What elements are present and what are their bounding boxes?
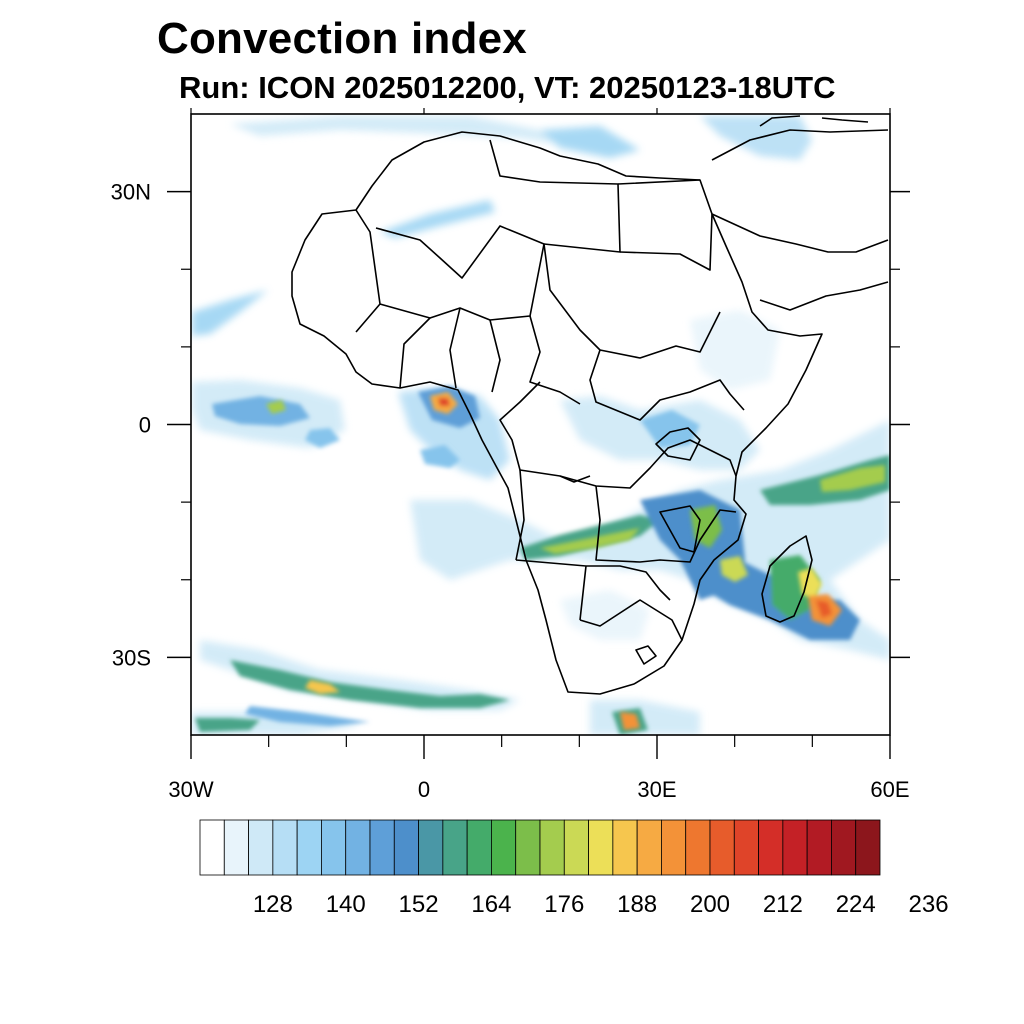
- lon-tick-label: 60E: [870, 777, 909, 802]
- colorbar-swatch: [418, 819, 444, 876]
- colorbar-swatch: [515, 819, 541, 876]
- colorbar: [199, 819, 881, 876]
- colorbar-swatch: [296, 819, 322, 876]
- colorbar-swatch: [563, 819, 589, 876]
- colorbar-swatch: [248, 819, 274, 876]
- axis-labels: 30W 0 30E 60E 30N 0 30S: [111, 180, 910, 802]
- colorbar-swatch: [709, 819, 735, 876]
- colorbar-swatch: [661, 819, 687, 876]
- lat-tick-label: 0: [139, 413, 151, 438]
- colorbar-swatch: [442, 819, 468, 876]
- colorbar-label: 164: [471, 891, 511, 918]
- colorbar-swatch: [782, 819, 808, 876]
- colorbar-swatch: [321, 819, 347, 876]
- colorbar-label: 188: [617, 891, 657, 918]
- colorbar-label: 224: [836, 891, 876, 918]
- colorbar-swatch: [685, 819, 711, 876]
- colorbar-label: 176: [544, 891, 584, 918]
- colorbar-swatch: [806, 819, 832, 876]
- colorbar-label: 212: [763, 891, 803, 918]
- colorbar-swatch: [199, 819, 225, 876]
- axis-ticks: [167, 108, 910, 759]
- colorbar-label: 140: [326, 891, 366, 918]
- colorbar-swatch: [588, 819, 614, 876]
- colorbar-labels: 128 140 152 164 176 188 200 212 224 236: [253, 891, 949, 918]
- colorbar-swatch: [223, 819, 249, 876]
- colorbar-swatch: [393, 819, 419, 876]
- lon-tick-label: 30W: [168, 777, 213, 802]
- colorbar-swatch: [369, 819, 395, 876]
- colorbar-swatch: [345, 819, 371, 876]
- colorbar-swatch: [612, 819, 638, 876]
- colorbar-swatch: [272, 819, 298, 876]
- colorbar-label: 152: [399, 891, 439, 918]
- country-boundaries: [291, 115, 889, 695]
- map-subtitle: Run: ICON 2025012200, VT: 20250123-18UTC: [179, 70, 836, 105]
- colorbar-swatch: [636, 819, 662, 876]
- colorbar-label: 200: [690, 891, 730, 918]
- colorbar-swatch: [539, 819, 565, 876]
- colorbar-swatch: [758, 819, 784, 876]
- lon-tick-label: 30E: [637, 777, 676, 802]
- convection-field-light: [192, 116, 890, 735]
- lat-tick-label: 30N: [111, 180, 151, 205]
- lon-tick-label: 0: [418, 777, 430, 802]
- convection-field-high: [266, 392, 885, 730]
- colorbar-swatch: [831, 819, 857, 876]
- lat-tick-label: 30S: [112, 645, 151, 670]
- colorbar-swatch: [855, 819, 881, 876]
- map-plot-area: [192, 115, 890, 735]
- map-title: Convection index: [157, 14, 527, 63]
- colorbar-swatch: [491, 819, 517, 876]
- colorbar-swatch: [733, 819, 759, 876]
- colorbar-label: 128: [253, 891, 293, 918]
- colorbar-label: 236: [909, 891, 949, 918]
- colorbar-swatch: [466, 819, 492, 876]
